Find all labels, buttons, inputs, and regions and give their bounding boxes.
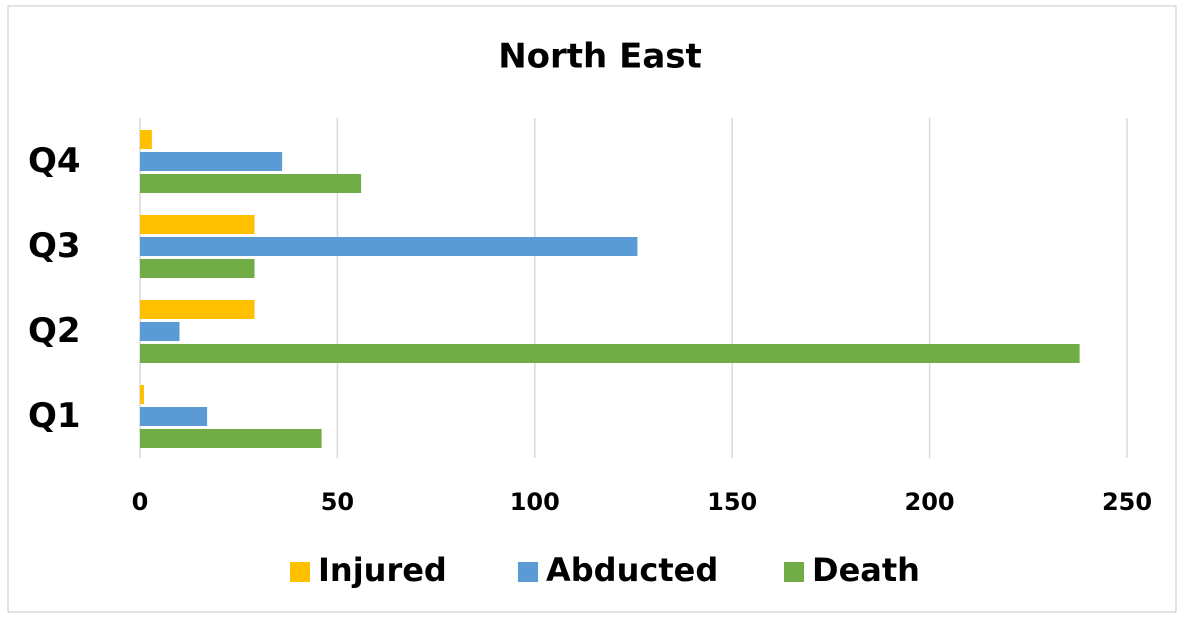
x-tick-label: 200 — [905, 488, 955, 516]
legend-label: Death — [812, 551, 920, 589]
bar — [140, 429, 322, 448]
x-tick-label: 150 — [707, 488, 757, 516]
legend-swatch — [784, 562, 804, 582]
bar — [140, 152, 283, 171]
bar — [140, 174, 362, 193]
chart-title: North East — [498, 37, 702, 77]
bar — [140, 215, 255, 234]
legend-label: Injured — [318, 551, 447, 589]
bar — [140, 259, 255, 278]
bar — [140, 322, 180, 341]
bar — [140, 385, 144, 404]
y-tick-label: Q3 — [28, 226, 81, 266]
y-tick-label: Q1 — [28, 396, 81, 436]
bar — [140, 344, 1080, 363]
legend-swatch — [290, 562, 310, 582]
bar — [140, 407, 208, 426]
x-tick-label: 0 — [132, 488, 149, 516]
bar — [140, 300, 255, 319]
legend-label: Abducted — [546, 551, 718, 589]
bar — [140, 130, 152, 149]
y-tick-label: Q4 — [28, 141, 81, 181]
y-tick-label: Q2 — [28, 311, 81, 351]
x-tick-label: 100 — [510, 488, 560, 516]
x-tick-label: 50 — [321, 488, 354, 516]
bar — [140, 237, 638, 256]
legend-swatch — [518, 562, 538, 582]
x-tick-label: 250 — [1102, 488, 1152, 516]
